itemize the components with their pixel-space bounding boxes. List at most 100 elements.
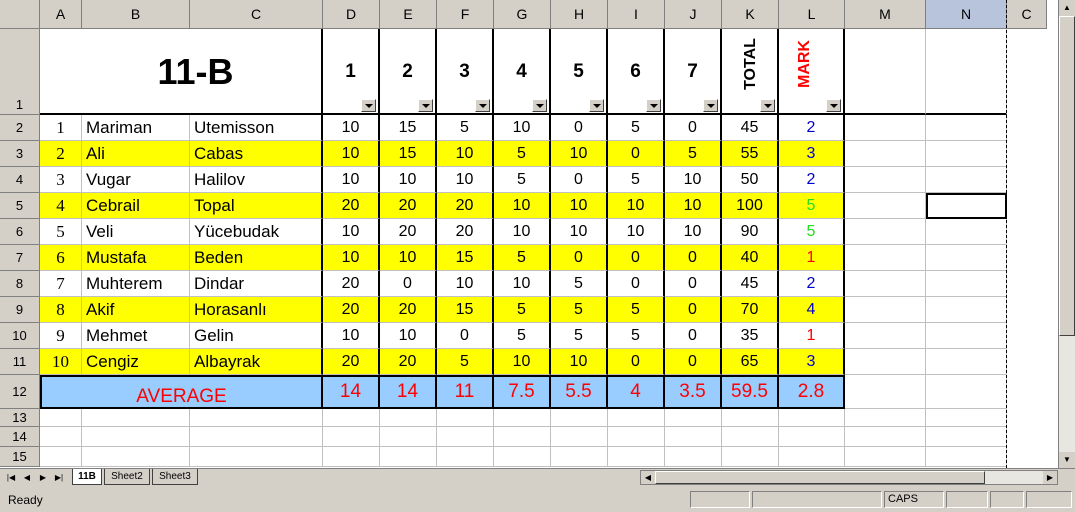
scroll-thumb[interactable] bbox=[655, 471, 985, 484]
cell[interactable] bbox=[437, 427, 494, 447]
row-header-14[interactable]: 14 bbox=[0, 427, 40, 447]
cell[interactable] bbox=[845, 447, 926, 467]
cell-score[interactable]: 10 bbox=[494, 193, 551, 219]
next-sheet-icon[interactable]: ▶ bbox=[39, 473, 47, 482]
mark-header[interactable]: MARK bbox=[779, 29, 845, 115]
cell[interactable] bbox=[82, 427, 190, 447]
column-header-g[interactable]: G bbox=[494, 0, 551, 29]
row-header-12[interactable]: 12 bbox=[0, 375, 40, 409]
cell-score[interactable]: 0 bbox=[665, 271, 722, 297]
cell[interactable] bbox=[779, 447, 845, 467]
cell-no[interactable]: 5 bbox=[40, 219, 82, 245]
cell[interactable] bbox=[551, 427, 608, 447]
cell-score[interactable]: 5 bbox=[551, 297, 608, 323]
cell-no[interactable]: 1 bbox=[40, 115, 82, 141]
cell-score[interactable]: 10 bbox=[380, 167, 437, 193]
scroll-thumb[interactable] bbox=[1059, 16, 1075, 336]
cell-score[interactable]: 0 bbox=[551, 167, 608, 193]
row-header-13[interactable]: 13 bbox=[0, 409, 40, 427]
cell-last-name[interactable]: Gelin bbox=[190, 323, 323, 349]
cell-total[interactable]: 90 bbox=[722, 219, 779, 245]
column-header-i[interactable]: I bbox=[608, 0, 665, 29]
cell-score[interactable]: 10 bbox=[494, 271, 551, 297]
cell[interactable] bbox=[551, 447, 608, 467]
cell[interactable] bbox=[494, 447, 551, 467]
cell-score[interactable]: 20 bbox=[323, 193, 380, 219]
cell-score[interactable]: 10 bbox=[323, 245, 380, 271]
cell-no[interactable]: 8 bbox=[40, 297, 82, 323]
cell-mark[interactable]: 4 bbox=[779, 297, 845, 323]
cell-last-name[interactable]: Cabas bbox=[190, 141, 323, 167]
cell-first-name[interactable]: Muhterem bbox=[82, 271, 190, 297]
filter-dropdown-icon[interactable] bbox=[475, 99, 490, 112]
cell-score[interactable]: 20 bbox=[323, 349, 380, 375]
filter-dropdown-icon[interactable] bbox=[826, 99, 841, 112]
scroll-down-icon[interactable]: ▼ bbox=[1059, 452, 1075, 468]
cell-score[interactable]: 10 bbox=[437, 271, 494, 297]
sheet-tab-sheet3[interactable]: Sheet3 bbox=[152, 469, 198, 485]
cell[interactable] bbox=[40, 409, 82, 427]
column-header-l[interactable]: L bbox=[779, 0, 845, 29]
cell-no[interactable]: 2 bbox=[40, 141, 82, 167]
row-header-11[interactable]: 11 bbox=[0, 349, 40, 375]
cell-score[interactable]: 5 bbox=[551, 323, 608, 349]
cell-mark[interactable]: 2 bbox=[779, 115, 845, 141]
horizontal-scrollbar[interactable]: ◀ ▶ bbox=[640, 470, 1058, 485]
cell[interactable] bbox=[40, 427, 82, 447]
column-header-h[interactable]: H bbox=[551, 0, 608, 29]
cell[interactable] bbox=[926, 409, 1007, 427]
cell-first-name[interactable]: Mehmet bbox=[82, 323, 190, 349]
cell-no[interactable]: 6 bbox=[40, 245, 82, 271]
cell-score[interactable]: 20 bbox=[437, 193, 494, 219]
average-value[interactable]: 14 bbox=[323, 375, 380, 409]
row-header-7[interactable]: 7 bbox=[0, 245, 40, 271]
cell-score[interactable]: 0 bbox=[551, 115, 608, 141]
cell[interactable] bbox=[82, 447, 190, 467]
cell-score[interactable]: 5 bbox=[608, 323, 665, 349]
cell-score[interactable]: 5 bbox=[608, 167, 665, 193]
cell-score[interactable]: 10 bbox=[380, 245, 437, 271]
average-value[interactable]: 5.5 bbox=[551, 375, 608, 409]
cell-score[interactable]: 10 bbox=[494, 349, 551, 375]
row-header-6[interactable]: 6 bbox=[0, 219, 40, 245]
filter-dropdown-icon[interactable] bbox=[589, 99, 604, 112]
cell-score[interactable]: 20 bbox=[437, 219, 494, 245]
cell-score[interactable]: 5 bbox=[437, 115, 494, 141]
total-header[interactable]: TOTAL bbox=[722, 29, 779, 115]
cell-mark[interactable]: 5 bbox=[779, 219, 845, 245]
average-value[interactable]: 7.5 bbox=[494, 375, 551, 409]
cell-score[interactable]: 10 bbox=[323, 323, 380, 349]
row-header-15[interactable]: 15 bbox=[0, 447, 40, 467]
cell[interactable] bbox=[926, 141, 1007, 167]
cell-total[interactable]: 70 bbox=[722, 297, 779, 323]
cell[interactable] bbox=[722, 427, 779, 447]
cell-no[interactable]: 9 bbox=[40, 323, 82, 349]
cell[interactable] bbox=[437, 447, 494, 467]
cell[interactable] bbox=[926, 167, 1007, 193]
row-header-5[interactable]: 5 bbox=[0, 193, 40, 219]
cell-total[interactable]: 65 bbox=[722, 349, 779, 375]
cell-score[interactable]: 5 bbox=[665, 141, 722, 167]
task-header-2[interactable]: 2 bbox=[380, 29, 437, 115]
active-cell[interactable] bbox=[926, 193, 1007, 219]
column-header-d[interactable]: D bbox=[323, 0, 380, 29]
cell[interactable] bbox=[926, 427, 1007, 447]
task-header-5[interactable]: 5 bbox=[551, 29, 608, 115]
column-header-c[interactable]: C bbox=[1007, 0, 1047, 29]
cell-last-name[interactable]: Horasanlı bbox=[190, 297, 323, 323]
cell-score[interactable]: 10 bbox=[608, 193, 665, 219]
column-header-f[interactable]: F bbox=[437, 0, 494, 29]
cell[interactable] bbox=[926, 29, 1007, 115]
cell-score[interactable]: 5 bbox=[494, 245, 551, 271]
cell[interactable] bbox=[608, 447, 665, 467]
cell[interactable] bbox=[845, 167, 926, 193]
scroll-right-icon[interactable]: ▶ bbox=[1043, 471, 1057, 484]
cell-score[interactable]: 0 bbox=[665, 115, 722, 141]
select-all-corner[interactable] bbox=[0, 0, 40, 29]
cell[interactable] bbox=[845, 427, 926, 447]
cell[interactable] bbox=[926, 375, 1007, 409]
cell[interactable] bbox=[665, 427, 722, 447]
cell-score[interactable]: 10 bbox=[665, 167, 722, 193]
cell-score[interactable]: 10 bbox=[551, 349, 608, 375]
cell-mark[interactable]: 3 bbox=[779, 141, 845, 167]
